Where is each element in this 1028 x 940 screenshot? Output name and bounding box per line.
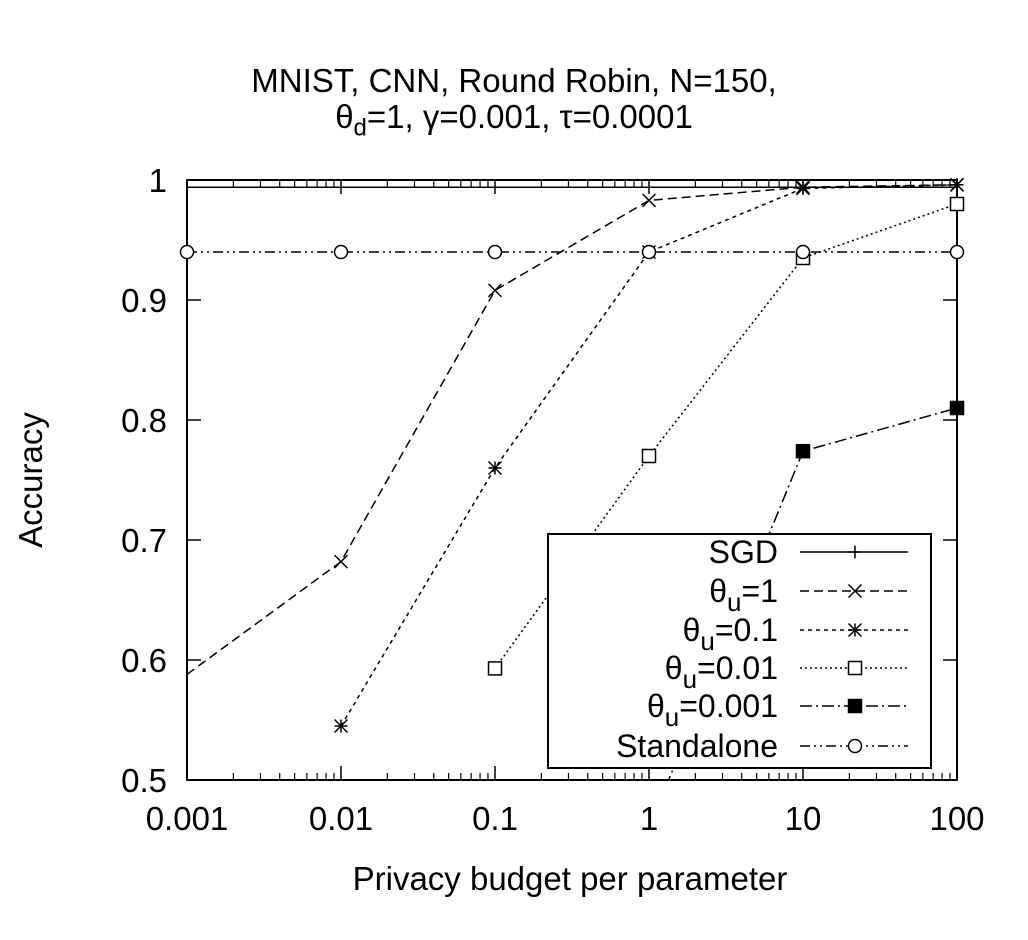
title-theta: θd=1, γ=0.001, τ=0.0001 bbox=[335, 98, 693, 142]
data-point-5-5 bbox=[949, 244, 965, 260]
data-point-4-2 bbox=[949, 400, 965, 416]
data-point-1-1 bbox=[333, 554, 349, 569]
series-line-1 bbox=[187, 184, 957, 676]
data-point-5-3 bbox=[641, 244, 657, 260]
data-point-5-1 bbox=[333, 244, 349, 260]
data-point-2-0 bbox=[333, 718, 349, 734]
data-point-3-0 bbox=[487, 661, 503, 676]
axes: 0.001 0.01 0.1 1 10 100 0.5 0.6 0.7 0.8 0.9 1 Privac… bbox=[12, 162, 985, 897]
y-tick-label: 0.6 bbox=[121, 642, 167, 679]
data-point-5-0 bbox=[179, 244, 195, 260]
x-tick-label: 10 bbox=[785, 800, 822, 837]
legend-swatch-marker bbox=[848, 545, 862, 559]
data-point-1-2 bbox=[487, 283, 503, 298]
data-point-2-1 bbox=[487, 460, 503, 476]
y-tick-label: 1 bbox=[149, 162, 167, 199]
x-tick-label: 0.01 bbox=[309, 800, 373, 837]
plot-frame bbox=[186, 179, 958, 781]
series-markers bbox=[179, 177, 965, 734]
data-point-1-3 bbox=[641, 193, 657, 208]
x-tick-label: 0.1 bbox=[472, 800, 518, 837]
legend-label: θu=0.1 bbox=[683, 612, 778, 656]
data-point-3-3 bbox=[949, 196, 965, 212]
y-tick-label: 0.8 bbox=[121, 402, 167, 439]
series-line-2 bbox=[340, 184, 957, 727]
data-point-4-1 bbox=[795, 443, 811, 459]
x-tick-label: 100 bbox=[929, 800, 984, 837]
data-point-3-1 bbox=[641, 448, 657, 464]
legend-swatch-marker bbox=[847, 738, 863, 754]
legend-swatch-marker bbox=[847, 698, 863, 714]
data-point-5-2 bbox=[487, 244, 503, 260]
x-tick-label: 0.001 bbox=[146, 800, 229, 837]
legend-label: θu=0.01 bbox=[665, 650, 778, 694]
x-tick-label: 1 bbox=[640, 800, 658, 837]
legend-swatch-marker bbox=[847, 622, 863, 638]
legend-label: θu=0.001 bbox=[647, 688, 778, 732]
legend-box bbox=[547, 533, 932, 769]
legend-label: Standalone bbox=[616, 728, 778, 764]
legend-label: SGD bbox=[709, 534, 778, 570]
data-point-2-3 bbox=[795, 181, 811, 196]
y-tick-label: 0.5 bbox=[121, 762, 167, 799]
y-tick-label: 0.9 bbox=[121, 282, 167, 319]
legend-swatch-marker bbox=[847, 583, 863, 599]
legend-swatch-marker bbox=[847, 660, 863, 676]
legend-label: θu=1 bbox=[709, 573, 778, 617]
y-tick-label: 0.7 bbox=[121, 522, 167, 559]
y-axis-label: Accuracy bbox=[12, 412, 49, 548]
chart-title-line1: MNIST, CNN, Round Robin, N=150, bbox=[251, 62, 777, 99]
x-axis-label: Privacy budget per parameter bbox=[353, 860, 788, 897]
chart-title-line2: θd=1, γ=0.001, τ=0.0001 bbox=[0, 98, 1028, 143]
data-point-5-4 bbox=[795, 244, 811, 260]
data-point-2-4 bbox=[949, 177, 965, 192]
